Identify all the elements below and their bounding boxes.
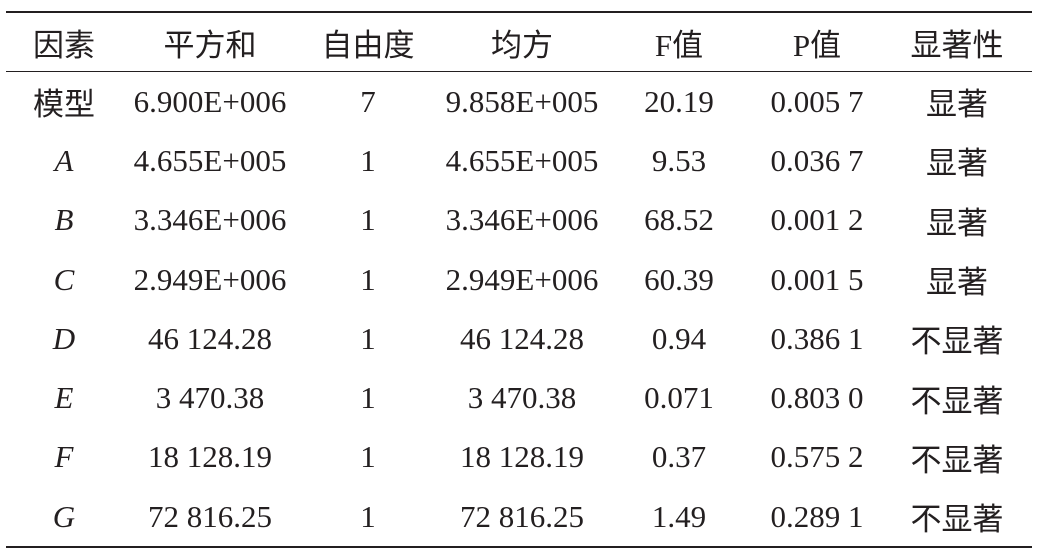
data-cell: 1 <box>360 439 376 475</box>
data-cell: 60.39 <box>644 261 714 297</box>
data-cell: 0.386 1 <box>770 320 864 356</box>
data-cell: 2.949E+006 <box>445 261 599 297</box>
header-row: 因素 平方和 自由度 均方 F值 P值 显著性 <box>6 12 1032 72</box>
header-cell: P值 <box>792 27 842 63</box>
data-cell: 18 128.19 <box>148 439 272 475</box>
header-cell: 因素 <box>33 27 95 63</box>
factor-cell: A <box>54 142 74 178</box>
header-cell: 显著性 <box>910 27 1004 63</box>
table-row: C 2.949E+006 1 2.949E+006 60.39 0.001 5 显著 <box>6 250 1032 309</box>
data-cell: 68.52 <box>644 202 714 238</box>
data-cell: 1 <box>360 202 376 238</box>
data-cell: 0.071 <box>644 380 714 416</box>
data-cell: 0.005 7 <box>770 83 864 119</box>
factor-cell: E <box>54 380 74 416</box>
data-cell: 显著 <box>926 205 988 241</box>
table-row: D 46 124.28 1 46 124.28 0.94 0.386 1 不显著 <box>6 309 1032 368</box>
data-cell: 0.575 2 <box>770 439 864 475</box>
data-cell: 1 <box>360 320 376 356</box>
data-cell: 3 470.38 <box>467 380 577 416</box>
data-cell: 72 816.25 <box>148 498 272 534</box>
data-cell: 显著 <box>926 87 988 123</box>
data-cell: 4.655E+005 <box>133 142 287 178</box>
data-cell: 46 124.28 <box>460 320 584 356</box>
data-cell: 9.858E+005 <box>445 83 599 119</box>
data-cell: 1 <box>360 498 376 534</box>
factor-cell: 模型 <box>33 87 95 123</box>
data-cell: 3.346E+006 <box>445 202 599 238</box>
data-cell: 0.001 5 <box>770 261 864 297</box>
header-cell: 自由度 <box>321 27 415 63</box>
header-cell: 平方和 <box>163 27 257 63</box>
data-cell: 0.37 <box>651 439 707 475</box>
data-cell: 显著 <box>926 265 988 301</box>
table-container: 因素 平方和 自由度 均方 F值 P值 显著性 模型 6.900E+006 7 9.858E+00… <box>6 11 1032 548</box>
header-cell: 均方 <box>491 27 553 63</box>
data-cell: 1.49 <box>651 498 707 534</box>
data-cell: 不显著 <box>910 442 1004 478</box>
factor-cell: C <box>53 261 75 297</box>
data-cell: 46 124.28 <box>148 320 272 356</box>
table-row: G 72 816.25 1 72 816.25 1.49 0.289 1 不显著 <box>6 487 1032 548</box>
data-cell: 3 470.38 <box>155 380 265 416</box>
data-cell: 72 816.25 <box>460 498 584 534</box>
data-cell: 0.036 7 <box>770 142 864 178</box>
data-cell: 显著 <box>926 146 988 182</box>
data-cell: 18 128.19 <box>460 439 584 475</box>
anova-table: 因素 平方和 自由度 均方 F值 P值 显著性 模型 6.900E+006 7 9.858E+00… <box>6 11 1032 548</box>
data-cell: 6.900E+006 <box>133 83 287 119</box>
data-cell: 4.655E+005 <box>445 142 599 178</box>
data-cell: 不显著 <box>910 324 1004 360</box>
table-row: 模型 6.900E+006 7 9.858E+005 20.19 0.005 7 显著 <box>6 72 1032 132</box>
data-cell: 3.346E+006 <box>133 202 287 238</box>
table-row: A 4.655E+005 1 4.655E+005 9.53 0.036 7 显著 <box>6 131 1032 190</box>
factor-cell: D <box>52 320 76 356</box>
data-cell: 1 <box>360 142 376 178</box>
data-cell: 不显著 <box>910 502 1004 538</box>
data-cell: 0.289 1 <box>770 498 864 534</box>
data-cell: 0.001 2 <box>770 202 864 238</box>
data-cell: 20.19 <box>644 83 714 119</box>
data-cell: 不显著 <box>910 383 1004 419</box>
data-cell: 0.803 0 <box>770 380 864 416</box>
data-cell: 9.53 <box>651 142 707 178</box>
table-body: 模型 6.900E+006 7 9.858E+005 20.19 0.005 7 显著 A 4.… <box>6 72 1032 548</box>
table-row: F 18 128.19 1 18 128.19 0.37 0.575 2 不显著 <box>6 428 1032 487</box>
data-cell: 1 <box>360 380 376 416</box>
table-row: E 3 470.38 1 3 470.38 0.071 0.803 0 不显著 <box>6 368 1032 427</box>
header-cell: F值 <box>654 27 704 63</box>
factor-cell: F <box>54 439 74 475</box>
data-cell: 1 <box>360 261 376 297</box>
data-cell: 7 <box>360 83 376 119</box>
table-row: B 3.346E+006 1 3.346E+006 68.52 0.001 2 显著 <box>6 191 1032 250</box>
factor-cell: B <box>54 202 74 238</box>
data-cell: 2.949E+006 <box>133 261 287 297</box>
table-header: 因素 平方和 自由度 均方 F值 P值 显著性 <box>6 12 1032 72</box>
data-cell: 0.94 <box>651 320 707 356</box>
factor-cell: G <box>52 498 76 534</box>
